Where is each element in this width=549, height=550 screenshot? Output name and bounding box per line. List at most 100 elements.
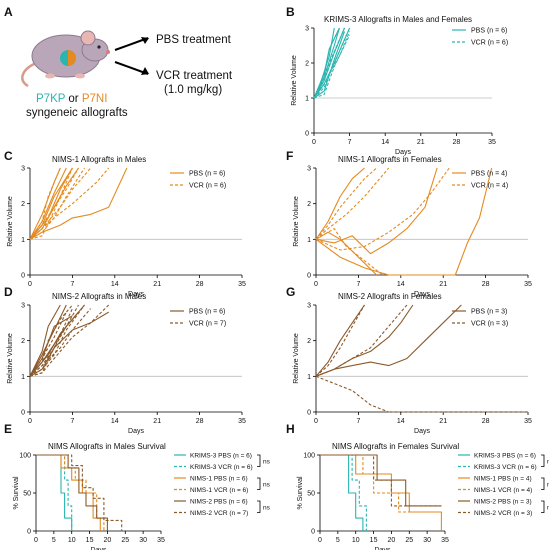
series-line-f — [315, 228, 383, 276]
x-tick-label-c: 35 — [238, 281, 246, 288]
x-tick-label-c: 7 — [70, 281, 74, 288]
x-tick-label-e: 0 — [34, 537, 38, 544]
series-line-b — [313, 34, 351, 99]
chart-panel-b: KRIMS-3 Allografts in Males and Females 0… — [291, 15, 508, 156]
x-tick-label-g: 21 — [439, 418, 447, 425]
legend-label-h: NIMS-2 PBS (n = 3) — [474, 499, 532, 506]
series-line-c — [29, 167, 85, 240]
y-tick-label-f: 2 — [307, 201, 311, 208]
x-tick-label-g: 28 — [482, 418, 490, 425]
arrow-head-vcr — [141, 67, 149, 75]
x-tick-label-e: 30 — [139, 537, 147, 544]
series-line-h — [320, 454, 367, 531]
x-axis-label-f: Days — [414, 291, 430, 298]
x-tick-label-d: 14 — [111, 418, 119, 425]
x-tick-label-e: 5 — [52, 537, 56, 544]
y-tick-label-d: 1 — [21, 374, 25, 381]
y-tick-label-c: 3 — [21, 166, 25, 173]
y-axis-label-h: % Survival — [297, 476, 304, 510]
x-axis-label-h: Days — [375, 547, 391, 550]
x-axis-label-g: Days — [414, 428, 430, 435]
series-line-h — [320, 454, 442, 513]
series-line-e — [36, 454, 73, 531]
mouse-icon — [21, 30, 110, 88]
y-tick-label-f: 1 — [307, 237, 311, 244]
series-line-d — [29, 304, 61, 377]
x-tick-label-h: 0 — [318, 537, 322, 544]
x-axis-label-b: Days — [395, 149, 411, 156]
chart-panel-f: NIMS-1 Allografts in Females 0 1 2 3 0 7 14 21 28… — [293, 155, 532, 298]
y-tick-label-c: 0 — [21, 273, 25, 280]
x-tick-label-f: 7 — [356, 281, 360, 288]
y-tick-label-b: 3 — [305, 26, 309, 33]
x-axis-label-e: Days — [91, 547, 107, 550]
x-tick-label-c: 28 — [196, 281, 204, 288]
x-tick-label-d: 21 — [153, 418, 161, 425]
x-tick-label-g: 14 — [397, 418, 405, 425]
x-tick-label-h: 5 — [336, 537, 340, 544]
series-line-f — [315, 167, 493, 276]
x-tick-label-h: 30 — [423, 537, 431, 544]
x-tick-label-g: 7 — [356, 418, 360, 425]
ns-label-h: ns — [547, 458, 549, 465]
x-tick-label-e: 25 — [121, 537, 129, 544]
y-tick-label-g: 0 — [307, 410, 311, 417]
legend-label-c: PBS (n = 6) — [189, 171, 225, 178]
legend-label-f: VCR (n = 4) — [471, 183, 508, 190]
legend-label-e: NIMS-1 PBS (n = 6) — [190, 476, 248, 483]
vcr-treatment-label: VCR treatment — [156, 70, 233, 82]
legend-label-g: VCR (n = 3) — [471, 321, 508, 328]
chart-panel-e: NIMS Allografts in Males Survival 0 50 100 0… — [13, 442, 271, 550]
series-line-h — [320, 454, 442, 531]
panel-letter-d: D — [4, 285, 13, 299]
y-tick-label-b: 0 — [305, 131, 309, 138]
x-tick-label-h: 10 — [352, 537, 360, 544]
series-line-g — [315, 304, 462, 377]
x-tick-label-b: 7 — [348, 139, 352, 146]
y-axis-label-b: Relative Volume — [291, 55, 298, 106]
y-axis-label-f: Relative Volume — [293, 196, 300, 247]
x-tick-label-f: 0 — [314, 281, 318, 288]
ns-label-e: ns — [263, 481, 271, 488]
legend-label-e: NIMS-2 PBS (n = 6) — [190, 499, 248, 506]
chart-title-f: NIMS-1 Allografts in Females — [338, 155, 442, 164]
chart-panel-c: NIMS-1 Allografts in Males 0 1 2 3 0 7 14 21 28 35… — [7, 155, 246, 298]
y-axis-label-c: Relative Volume — [7, 196, 14, 247]
legend-label-h: NIMS-1 PBS (n = 4) — [474, 476, 532, 483]
legend-label-h: NIMS-2 VCR (n = 3) — [474, 510, 532, 517]
y-tick-label-d: 3 — [21, 303, 25, 310]
x-tick-label-e: 20 — [104, 537, 112, 544]
panel-letter-h: H — [286, 422, 295, 436]
y-tick-label-f: 0 — [307, 273, 311, 280]
ns-bracket-e — [257, 454, 261, 467]
y-tick-label-g: 3 — [307, 303, 311, 310]
series-line-c — [29, 167, 128, 240]
legend-label-h: KRIMS-3 PBS (n = 6) — [474, 453, 536, 460]
series-line-c — [29, 167, 73, 240]
ns-label-h: ns — [547, 481, 549, 488]
chart-panel-d: NIMS-2 Allografts in Males 0 1 2 3 0 7 14 21 28 35… — [7, 292, 246, 435]
panel-letter-a: A — [4, 5, 13, 19]
chart-title-h: NIMS Allografts in Females Survival — [332, 442, 459, 451]
legend-label-c: VCR (n = 6) — [189, 183, 226, 190]
ns-bracket-e — [257, 500, 261, 513]
panel-letter-b: B — [286, 5, 295, 19]
chart-panel-g: NIMS-2 Allografts in Females 0 1 2 3 0 7 14 21 28… — [293, 292, 532, 435]
y-tick-label-e: 100 — [19, 453, 31, 460]
x-tick-label-c: 0 — [28, 281, 32, 288]
legend-label-b: PBS (n = 6) — [471, 28, 507, 35]
x-tick-label-f: 28 — [482, 281, 490, 288]
chart-title-e: NIMS Allografts in Males Survival — [48, 442, 166, 451]
series-line-c — [29, 167, 79, 240]
x-tick-label-g: 35 — [524, 418, 532, 425]
ns-label-e: ns — [263, 458, 271, 465]
x-tick-label-g: 0 — [314, 418, 318, 425]
x-tick-label-b: 28 — [453, 139, 461, 146]
x-tick-label-b: 35 — [488, 139, 496, 146]
x-tick-label-c: 14 — [111, 281, 119, 288]
series-line-f — [315, 167, 390, 240]
legend-label-e: NIMS-2 VCR (n = 7) — [190, 510, 248, 517]
legend-label-d: PBS (n = 6) — [189, 309, 225, 316]
series-line-f — [315, 167, 377, 240]
series-line-h — [320, 454, 442, 507]
